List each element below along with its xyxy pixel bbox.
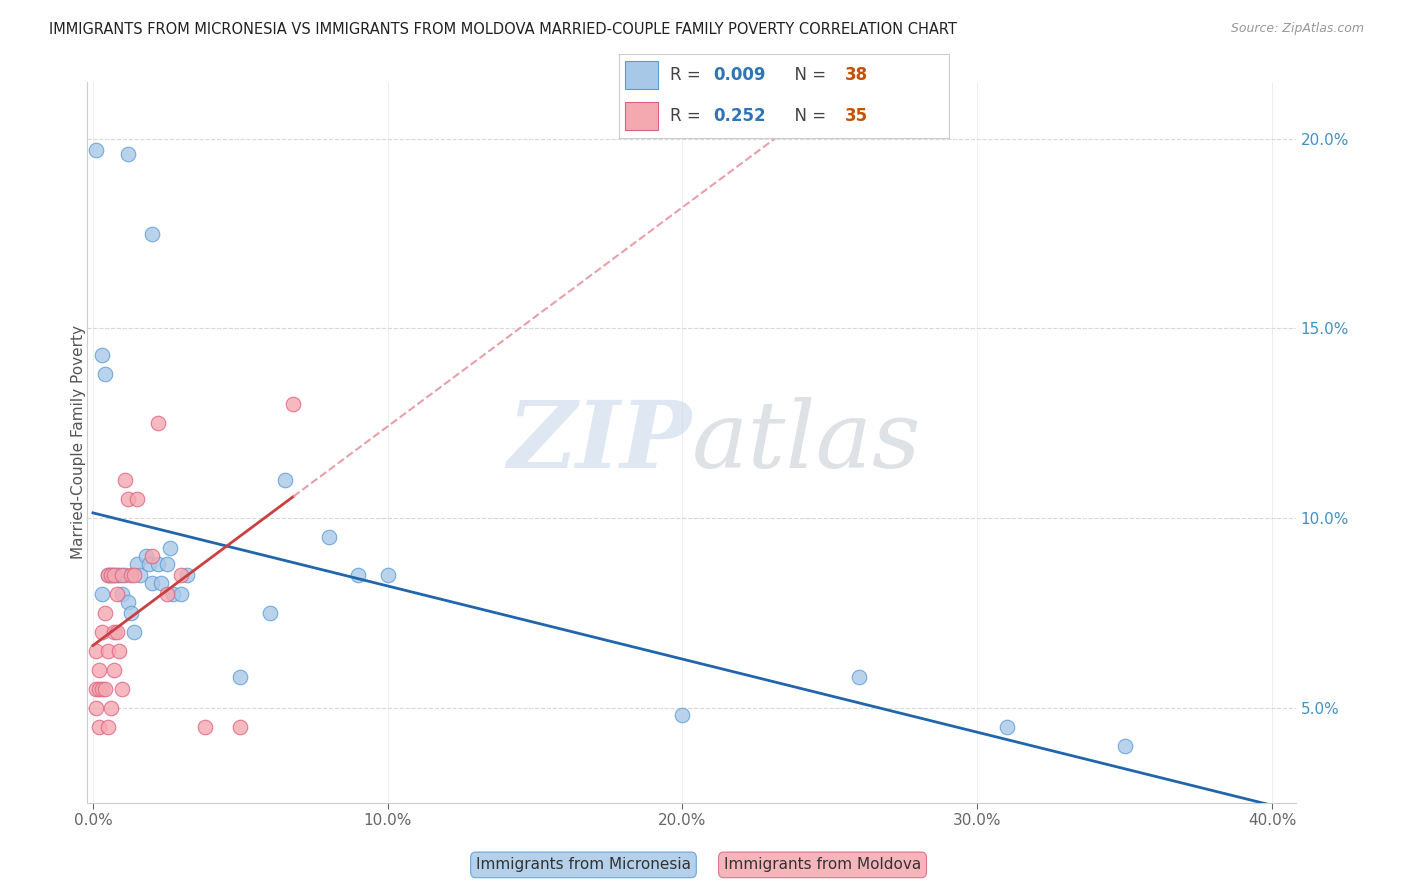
Text: 0.009: 0.009 [713,66,765,84]
Point [141,549,163,563]
Point [108,644,131,658]
Point [149,575,172,590]
Y-axis label: Married-Couple Family Poverty: Married-Couple Family Poverty [72,326,86,559]
Point [117,492,139,507]
Text: 35: 35 [845,107,868,125]
Point [138,557,160,571]
Point [100,568,122,582]
Point [97,644,120,658]
Point [90,681,112,696]
Point [103,663,125,677]
Point [283,397,305,411]
Text: N =: N = [785,66,831,84]
Point [229,670,252,684]
Point [105,568,128,582]
Point [176,568,198,582]
Point [146,416,169,430]
Text: Source: ZipAtlas.com: Source: ZipAtlas.com [1230,22,1364,36]
Point [103,568,125,582]
Point [170,587,193,601]
Text: N =: N = [785,107,831,125]
Point [100,568,122,582]
Text: R =: R = [669,107,706,125]
Point [114,568,136,582]
Point [117,147,139,161]
Point [103,568,125,582]
Point [97,720,120,734]
Point [90,587,112,601]
Point [87,681,110,696]
Point [159,541,181,556]
Point [94,606,117,620]
Point [995,720,1018,734]
Point [87,720,110,734]
Point [347,568,370,582]
Point [97,568,120,582]
Point [122,624,145,639]
Point [111,568,134,582]
Point [122,568,145,582]
FancyBboxPatch shape [626,62,658,89]
Point [127,557,149,571]
Point [135,549,157,563]
Point [111,587,134,601]
Point [87,663,110,677]
Point [229,720,252,734]
Point [100,700,122,714]
Point [127,492,149,507]
Point [117,594,139,608]
Point [848,670,870,684]
Point [84,644,107,658]
Text: Immigrants from Moldova: Immigrants from Moldova [724,857,921,872]
Point [259,606,281,620]
Point [194,720,217,734]
Point [156,587,179,601]
Point [84,143,107,157]
Point [90,348,112,362]
Point [162,587,184,601]
Text: IMMIGRANTS FROM MICRONESIA VS IMMIGRANTS FROM MOLDOVA MARRIED-COUPLE FAMILY POVE: IMMIGRANTS FROM MICRONESIA VS IMMIGRANTS… [49,22,957,37]
Point [120,606,142,620]
Text: 38: 38 [845,66,868,84]
FancyBboxPatch shape [626,102,658,130]
Point [156,557,179,571]
Text: R =: R = [669,66,706,84]
Point [170,568,193,582]
Point [114,473,136,487]
Point [111,681,134,696]
Point [377,568,399,582]
Point [318,530,340,544]
Point [108,568,131,582]
Point [94,367,117,381]
Point [1114,739,1136,753]
Point [84,681,107,696]
Point [97,568,120,582]
Point [84,700,107,714]
Text: ZIP: ZIP [508,397,692,487]
Point [94,681,117,696]
Point [90,624,112,639]
Text: atlas: atlas [692,397,921,487]
Point [141,575,163,590]
Point [146,557,169,571]
Text: Immigrants from Micronesia: Immigrants from Micronesia [477,857,690,872]
Point [103,624,125,639]
Point [273,473,295,487]
Point [105,624,128,639]
Text: 0.252: 0.252 [713,107,765,125]
Point [120,568,142,582]
Point [141,227,163,241]
Point [105,587,128,601]
Point [671,708,693,723]
Point [129,568,152,582]
